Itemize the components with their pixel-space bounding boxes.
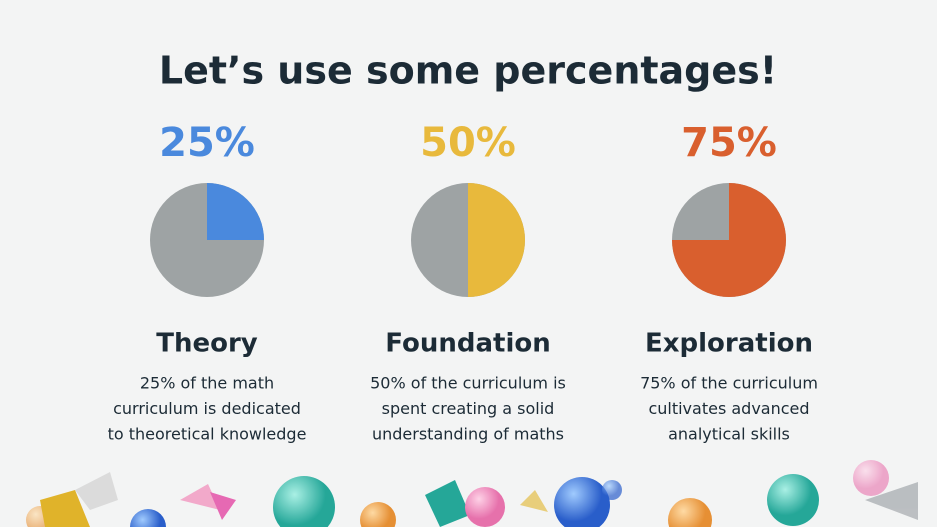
decoration — [26, 460, 918, 527]
description-line: spent creating a solid — [382, 399, 555, 418]
pie-title: Exploration — [645, 329, 813, 359]
percent-label: 25% — [159, 120, 255, 166]
description-line: 25% of the math — [140, 374, 274, 393]
description-line: cultivates advanced — [648, 399, 809, 418]
slide-title: Let’s use some percentages! — [159, 49, 777, 93]
pie-slice — [468, 183, 525, 297]
pie-title: Foundation — [385, 329, 550, 359]
pie-slice — [672, 183, 786, 297]
percent-label: 50% — [420, 120, 516, 166]
description-line: curriculum is dedicated — [113, 399, 301, 418]
description-line: analytical skills — [668, 425, 790, 444]
pie-slice — [207, 183, 264, 240]
percent-label: 75% — [681, 120, 777, 166]
pie-title: Theory — [156, 329, 258, 359]
description-line: understanding of maths — [372, 425, 564, 444]
description-line: 50% of the curriculum is — [370, 374, 566, 393]
description-line: 75% of the curriculum — [640, 374, 818, 393]
description-line: to theoretical knowledge — [108, 425, 307, 444]
